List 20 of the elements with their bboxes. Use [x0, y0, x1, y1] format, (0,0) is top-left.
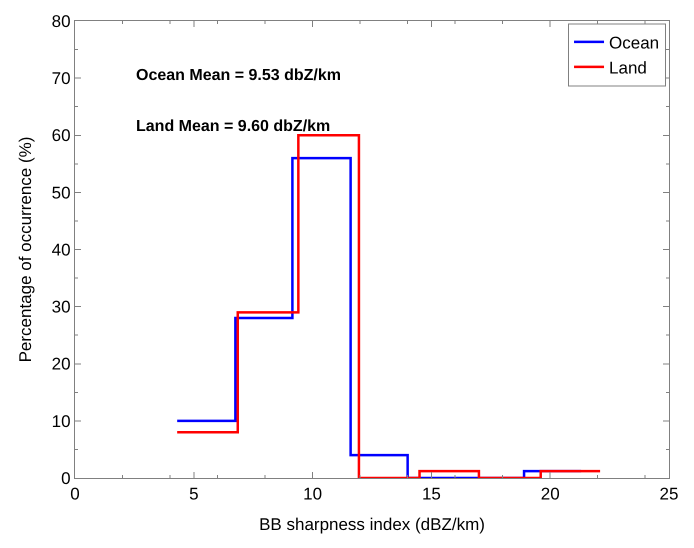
y-tick-label: 50	[52, 183, 71, 202]
legend-label: Ocean	[609, 33, 660, 52]
x-tick-label: 25	[660, 484, 678, 504]
legend-label: Land	[609, 58, 647, 78]
x-tick-label: 10	[303, 484, 322, 504]
y-tick-label: 60	[52, 126, 71, 146]
y-axis-title: Percentage of occurrence (%)	[16, 136, 36, 362]
y-tick-label: 80	[52, 12, 71, 31]
annotation: Land Mean = 9.60 dbZ/km	[136, 118, 330, 135]
x-tick-label: 20	[540, 484, 560, 504]
annotation: Ocean Mean = 9.53 dbZ/km	[136, 67, 341, 84]
x-tick-label: 5	[189, 484, 199, 504]
y-tick-label: 0	[61, 468, 71, 488]
y-tick-label: 40	[52, 240, 71, 260]
x-axis-title: BB sharpness index (dBZ/km)	[259, 514, 485, 534]
y-tick-label: 30	[52, 298, 71, 317]
x-tick-label: 15	[422, 484, 441, 504]
y-tick-label: 20	[52, 354, 71, 374]
y-tick-label: 10	[52, 412, 71, 431]
y-tick-label: 70	[52, 69, 71, 88]
